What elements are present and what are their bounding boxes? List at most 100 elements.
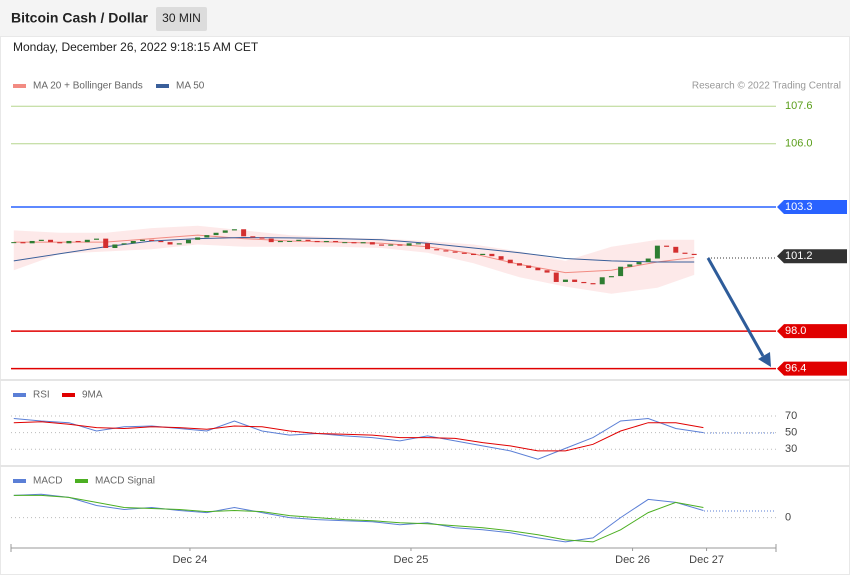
- legend-label: MACD: [33, 476, 62, 487]
- level-label-box: [777, 249, 847, 264]
- candle: [139, 239, 145, 241]
- legend-swatch: [156, 84, 169, 88]
- candle: [222, 230, 228, 233]
- candle: [11, 242, 17, 244]
- candle: [259, 237, 265, 239]
- candle: [360, 242, 366, 244]
- indicator-line: [13, 493, 704, 543]
- candle: [406, 243, 412, 246]
- legend-swatch: [62, 393, 75, 397]
- level-label-box: [777, 200, 847, 214]
- x-tick-label: Dec 24: [172, 554, 207, 566]
- candle: [516, 263, 522, 266]
- candle: [388, 244, 394, 246]
- candle: [599, 277, 605, 285]
- candle: [277, 240, 283, 243]
- level-label: 103.3: [785, 201, 813, 213]
- candle: [204, 235, 210, 238]
- forecast-arrow: [706, 257, 765, 357]
- legend-label: MA 20 + Bollinger Bands: [33, 81, 143, 92]
- y-tick-label: 70: [785, 410, 797, 422]
- candle: [535, 267, 541, 271]
- plot: MA 20 + Bollinger Bands MA 50 Research © 2…: [11, 81, 847, 566]
- candle: [489, 253, 495, 257]
- x-tick-label: Dec 26: [615, 554, 650, 566]
- level-label: 106.0: [785, 138, 813, 150]
- indicator-line: [13, 494, 704, 543]
- level-label: 98.0: [785, 325, 806, 337]
- candle: [342, 242, 348, 244]
- candle: [369, 242, 375, 245]
- candle: [213, 232, 219, 236]
- y-tick-label: 30: [785, 443, 797, 455]
- legend-swatch: [13, 393, 26, 397]
- candle: [268, 238, 274, 243]
- level-label: 101.2: [785, 250, 813, 262]
- ma-line: [13, 236, 695, 263]
- legend-label: MA 50: [176, 81, 205, 92]
- header-bar: [0, 0, 850, 36]
- legend-swatch: [75, 479, 88, 483]
- legend-swatch: [13, 84, 26, 88]
- candle: [434, 249, 440, 251]
- candle: [691, 253, 697, 256]
- candle: [130, 240, 136, 244]
- candle: [590, 283, 596, 285]
- level-label-box: [777, 324, 847, 339]
- indicator-line: [13, 417, 704, 460]
- interval-badge: [156, 7, 207, 31]
- candle: [75, 240, 81, 243]
- candle: [443, 250, 449, 252]
- forecast-arrow-head: [758, 352, 771, 367]
- candle: [287, 240, 293, 242]
- credit: Research © 2022 Trading Central: [692, 81, 841, 92]
- frame: [0, 36, 850, 575]
- candle: [66, 240, 72, 244]
- candle: [673, 246, 679, 253]
- candle: [305, 239, 311, 241]
- candle: [314, 240, 320, 243]
- candle: [167, 242, 173, 245]
- candle: [241, 229, 247, 237]
- candle: [636, 262, 642, 265]
- y-tick-label: 50: [785, 427, 797, 439]
- candle: [461, 252, 467, 254]
- candle: [452, 251, 458, 253]
- candle: [618, 266, 624, 277]
- candle: [231, 229, 237, 231]
- candle: [526, 265, 532, 268]
- candle: [57, 242, 63, 244]
- candle: [103, 238, 109, 248]
- candle: [195, 237, 201, 240]
- candle: [498, 256, 504, 260]
- legend-swatch: [13, 479, 26, 483]
- candle: [333, 240, 339, 243]
- bollinger-band: [13, 225, 695, 294]
- candle: [351, 242, 357, 244]
- candle: [158, 240, 164, 243]
- candle: [682, 252, 688, 254]
- timestamp: Monday, December 26, 2022 9:18:15 AM CET: [13, 40, 259, 54]
- level-label: 96.4: [785, 363, 806, 375]
- interval: 30 MIN: [162, 11, 201, 25]
- candle: [415, 243, 421, 245]
- candle: [84, 239, 90, 243]
- candle: [507, 259, 513, 264]
- candle: [38, 239, 44, 241]
- legend-label: 9MA: [82, 390, 103, 401]
- candle: [250, 236, 256, 238]
- candle: [94, 238, 100, 240]
- legend-label: MACD Signal: [95, 476, 155, 487]
- candle: [627, 264, 633, 267]
- title: Bitcoin Cash / Dollar: [11, 10, 148, 26]
- legend-label: RSI: [33, 390, 50, 401]
- candle: [581, 281, 587, 284]
- x-tick-label: Dec 27: [689, 554, 724, 566]
- candle: [572, 279, 578, 282]
- x-tick-label: Dec 25: [394, 554, 429, 566]
- level-label: 107.6: [785, 100, 813, 112]
- candle: [480, 253, 486, 256]
- candle: [379, 244, 385, 246]
